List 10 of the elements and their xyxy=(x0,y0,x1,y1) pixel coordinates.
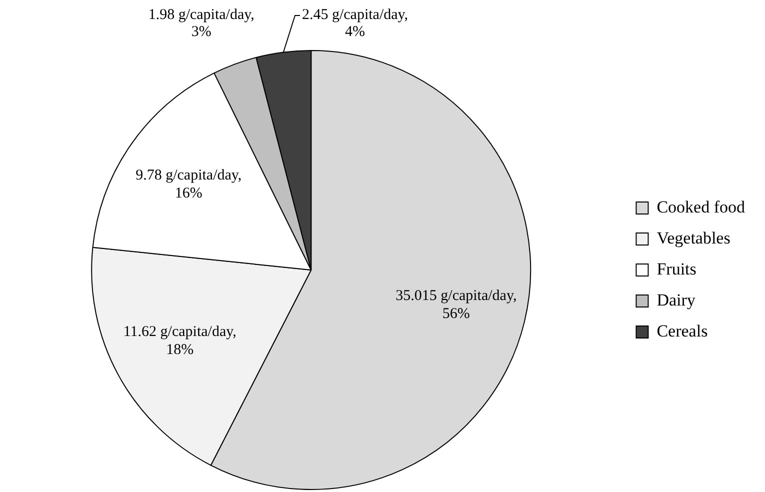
data-label: 1.98 g/capita/day, 3% xyxy=(148,6,254,40)
data-label: 11.62 g/capita/day, 18% xyxy=(123,324,236,358)
legend-label: Cereals xyxy=(656,321,708,340)
data-label: 35.015 g/capita/day, 56% xyxy=(396,288,517,322)
legend-label: Cooked food xyxy=(656,197,746,216)
legend-label: Dairy xyxy=(656,290,696,310)
data-label: 9.78 g/capita/day, 16% xyxy=(136,168,242,202)
legend-label: Vegetables xyxy=(656,228,730,248)
data-label: 2.45 g/capita/day, 4% xyxy=(302,6,408,40)
legend-label: Fruits xyxy=(656,259,696,278)
